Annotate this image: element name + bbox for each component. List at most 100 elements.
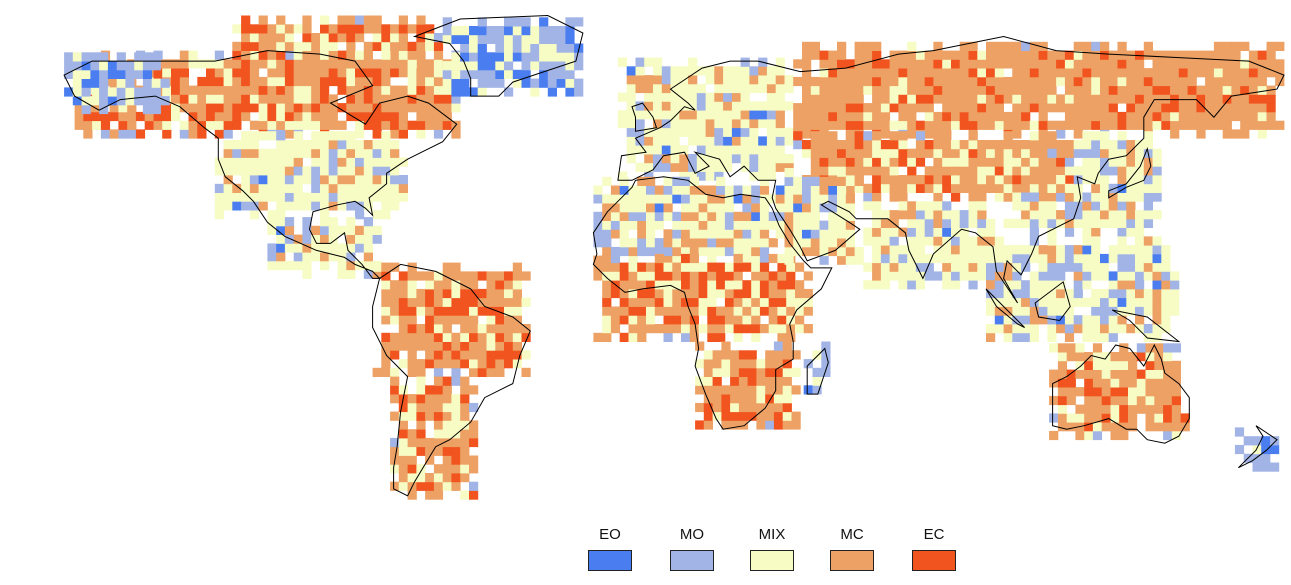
grid-cell-mc xyxy=(986,59,996,69)
grid-cell-mo xyxy=(716,185,726,195)
grid-cell-mc xyxy=(845,94,855,104)
grid-cell-mc xyxy=(433,437,444,448)
grid-cell-mo xyxy=(547,78,557,88)
grid-cell-mc xyxy=(810,140,820,150)
grid-cell-mo xyxy=(1117,201,1127,211)
grid-cell-mix xyxy=(512,26,522,36)
grid-cell-mc xyxy=(425,59,435,69)
grid-cell-mc xyxy=(372,367,382,377)
grid-cell-mc xyxy=(986,76,996,87)
grid-cell-ec xyxy=(363,94,373,104)
grid-cell-mix xyxy=(812,376,822,386)
grid-cell-eo xyxy=(107,61,118,71)
grid-cell-mc xyxy=(810,111,820,122)
grid-cell-mix xyxy=(863,201,873,211)
grid-cell-mc xyxy=(872,120,882,130)
grid-cell-mo xyxy=(1163,343,1173,353)
grid-cell-mc xyxy=(223,111,233,122)
grid-cell-mc xyxy=(775,194,785,204)
grid-cell-eo xyxy=(1100,253,1110,264)
grid-cell-mc xyxy=(602,306,612,316)
grid-cell-mix xyxy=(223,183,233,193)
grid-cell-mc xyxy=(819,140,829,150)
grid-cell-mc xyxy=(1066,395,1076,406)
grid-cell-ec xyxy=(681,253,691,264)
grid-cell-ec xyxy=(1163,404,1173,414)
grid-cell-mix xyxy=(672,238,682,248)
grid-cell-mo xyxy=(363,269,373,279)
grid-cell-mc xyxy=(768,306,778,316)
grid-cell-mc xyxy=(302,243,312,253)
grid-cell-eo xyxy=(142,69,153,79)
grid-cell-mo xyxy=(72,61,82,71)
grid-cell-mix xyxy=(1056,297,1066,307)
grid-cell-mc xyxy=(1100,210,1110,220)
grid-cell-mc xyxy=(777,332,787,342)
grid-cell-mc xyxy=(637,229,647,239)
grid-cell-ec xyxy=(425,288,435,299)
grid-cell-mo xyxy=(681,176,691,186)
grid-cell-mix xyxy=(381,85,391,95)
grid-cell-ec xyxy=(284,68,295,78)
grid-cell-mo xyxy=(1163,430,1173,441)
grid-cell-mix xyxy=(626,83,636,94)
grid-cell-mc xyxy=(416,15,426,25)
grid-cell-mc xyxy=(1029,41,1039,51)
grid-cell-mo xyxy=(1038,271,1048,281)
grid-cell-mc xyxy=(512,315,522,325)
grid-cell-mo xyxy=(637,211,647,221)
grid-cell-mix xyxy=(915,245,926,255)
grid-cell-mo xyxy=(495,26,505,36)
grid-cell-mc xyxy=(407,359,417,369)
grid-cell-mc xyxy=(372,85,382,95)
grid-cell-mc xyxy=(1171,422,1181,432)
grid-cell-mc xyxy=(791,411,801,421)
grid-cell-mc xyxy=(451,481,461,491)
grid-cell-ec xyxy=(355,68,365,78)
grid-cell-mc xyxy=(907,175,917,185)
grid-cell-mix xyxy=(602,271,612,281)
grid-cell-mix xyxy=(565,78,575,88)
grid-cell-mix xyxy=(812,350,822,360)
grid-cell-ec xyxy=(425,24,435,34)
grid-cell-mix xyxy=(758,145,768,155)
grid-cell-mo xyxy=(355,201,365,211)
grid-cell-mo xyxy=(1092,430,1103,441)
grid-cell-mix xyxy=(214,166,224,176)
grid-cell-mix xyxy=(284,243,295,253)
grid-cell-mc xyxy=(773,350,784,360)
grid-cell-mix xyxy=(1117,148,1127,158)
grid-cell-ec xyxy=(1222,94,1232,104)
grid-cell-eo xyxy=(733,194,743,204)
grid-cell-mc xyxy=(854,68,864,78)
grid-cell-mo xyxy=(547,34,557,44)
grid-cell-mc xyxy=(1021,68,1031,78)
grid-cell-mc xyxy=(707,211,717,221)
grid-cell-mix xyxy=(1161,297,1171,307)
grid-cell-mc xyxy=(707,185,717,195)
grid-cell-mo xyxy=(749,154,759,164)
grid-cell-ec xyxy=(915,120,926,130)
grid-cell-mc xyxy=(1145,387,1155,397)
grid-cell-mc xyxy=(977,183,987,193)
grid-cell-mc xyxy=(276,59,286,69)
grid-cell-mo xyxy=(751,194,761,204)
grid-cell-mc xyxy=(672,288,682,299)
grid-cell-mo xyxy=(1012,253,1022,264)
grid-cell-mo xyxy=(90,61,100,71)
grid-cell-mix xyxy=(977,253,987,264)
grid-cell-mix xyxy=(773,394,784,404)
grid-cell-mc xyxy=(1170,50,1180,60)
grid-cell-mc xyxy=(1029,175,1039,185)
grid-cell-mix xyxy=(994,68,1004,78)
grid-cell-mo xyxy=(1252,462,1262,472)
grid-cell-mix xyxy=(258,157,268,167)
grid-cell-mix xyxy=(1082,236,1092,246)
grid-cell-mc xyxy=(1171,404,1181,414)
grid-cell-mix xyxy=(784,185,794,195)
grid-cell-mix xyxy=(1117,131,1127,141)
grid-cell-ec xyxy=(854,103,864,113)
grid-cell-mix xyxy=(707,288,717,299)
grid-cell-mix xyxy=(1091,210,1101,220)
grid-cell-mc xyxy=(249,68,260,78)
